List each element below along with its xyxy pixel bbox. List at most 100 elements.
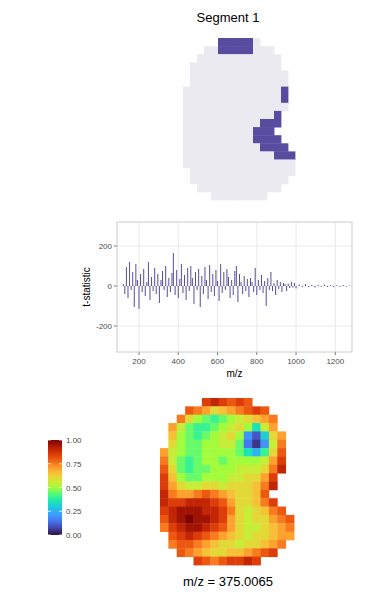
ion-cell bbox=[244, 523, 253, 532]
spectrum-peak bbox=[247, 279, 248, 286]
segment-cell bbox=[204, 87, 211, 96]
segment-map bbox=[183, 38, 295, 200]
ion-cell bbox=[269, 515, 278, 524]
segment-cell bbox=[204, 95, 211, 104]
segment-cell bbox=[232, 95, 239, 104]
segment-cell bbox=[253, 111, 260, 120]
ion-cell bbox=[277, 515, 286, 524]
segment-cell bbox=[246, 192, 253, 201]
ion-cell bbox=[244, 440, 253, 449]
spectrum-peak bbox=[280, 282, 281, 286]
spectrum-peak bbox=[237, 286, 238, 302]
x-tick-label: 400 bbox=[172, 357, 186, 366]
spectrum-peak bbox=[131, 286, 132, 290]
ion-cell bbox=[227, 473, 236, 482]
segment-cell bbox=[190, 70, 197, 79]
ion-cell bbox=[202, 498, 211, 507]
segment-cell bbox=[288, 160, 295, 169]
segment-cell bbox=[197, 143, 204, 152]
segment-cell bbox=[190, 151, 197, 160]
ion-cell bbox=[244, 515, 253, 524]
ion-cell bbox=[168, 465, 177, 474]
spectrum-peak bbox=[151, 277, 152, 286]
ion-cell bbox=[194, 532, 203, 541]
ion-cell bbox=[227, 515, 236, 524]
ion-cell bbox=[252, 448, 261, 457]
segment-cell bbox=[267, 143, 274, 152]
segment-cell bbox=[218, 87, 225, 96]
ion-cell bbox=[261, 532, 270, 541]
y-tick-label: 0 bbox=[108, 282, 113, 291]
ion-cell bbox=[210, 523, 219, 532]
ion-cell bbox=[219, 415, 228, 424]
segment-cell bbox=[197, 111, 204, 120]
segment-cell bbox=[239, 38, 246, 47]
spectrum-peak bbox=[283, 283, 284, 286]
segment-cell bbox=[274, 168, 281, 177]
spectrum-peak bbox=[241, 282, 242, 286]
segment-cell bbox=[190, 168, 197, 177]
segment-cell bbox=[239, 168, 246, 177]
segment-cell bbox=[225, 151, 232, 160]
segment-cell bbox=[260, 127, 267, 136]
ion-cell bbox=[185, 406, 194, 415]
x-tick bbox=[335, 352, 336, 355]
ion-cell bbox=[277, 456, 286, 465]
segment-cell bbox=[204, 70, 211, 79]
segment-cell bbox=[211, 119, 218, 128]
ion-cell bbox=[286, 515, 295, 524]
ion-cell bbox=[269, 507, 278, 516]
spectrum-peak bbox=[184, 275, 185, 286]
spectrum-peak bbox=[252, 282, 253, 286]
segment-cell bbox=[253, 46, 260, 55]
ion-cell bbox=[202, 557, 211, 566]
spectrum-peak bbox=[281, 286, 282, 292]
spectrum bbox=[123, 253, 352, 309]
ion-cell bbox=[244, 415, 253, 424]
segment-cell bbox=[211, 135, 218, 144]
segment-cell bbox=[281, 70, 288, 79]
segment-cell bbox=[260, 184, 267, 193]
ion-cell bbox=[227, 490, 236, 499]
segment-cell bbox=[267, 62, 274, 71]
segment-cell bbox=[267, 127, 274, 136]
x-grid-line bbox=[256, 222, 257, 352]
segment-cell bbox=[225, 46, 232, 55]
spectrum-peak bbox=[215, 270, 216, 286]
ion-cell bbox=[177, 548, 186, 557]
ion-cell bbox=[227, 423, 236, 432]
segment-cell bbox=[225, 135, 232, 144]
x-tick-label: 600 bbox=[211, 357, 225, 366]
spectrum-peak bbox=[167, 286, 168, 297]
spectrum-peak bbox=[137, 280, 138, 286]
spectrum-peak bbox=[168, 278, 169, 286]
segment-cell bbox=[183, 127, 190, 136]
segment-cell bbox=[197, 184, 204, 193]
segment-cell bbox=[239, 79, 246, 88]
spectrum-peak bbox=[308, 286, 309, 287]
segment-cell bbox=[197, 54, 204, 63]
ion-cell bbox=[244, 423, 253, 432]
ion-cell bbox=[202, 540, 211, 549]
colorbar-tick-label: 0.00 bbox=[66, 531, 82, 540]
ion-cell bbox=[185, 415, 194, 424]
ion-cell bbox=[269, 473, 278, 482]
spectrum-peak bbox=[176, 270, 177, 286]
ion-cell bbox=[194, 557, 203, 566]
ion-cell bbox=[227, 431, 236, 440]
segment-cell bbox=[246, 151, 253, 160]
ion-cell bbox=[227, 398, 236, 407]
spectrum-peak bbox=[162, 271, 163, 286]
spectrum-peak bbox=[204, 267, 205, 286]
ion-cell bbox=[210, 431, 219, 440]
segment-cell bbox=[218, 38, 225, 47]
ion-cell bbox=[168, 431, 177, 440]
segment-cell bbox=[274, 151, 281, 160]
segment-cell bbox=[204, 62, 211, 71]
segment-cell bbox=[211, 111, 218, 120]
ion-cell bbox=[277, 440, 286, 449]
ion-cell bbox=[194, 465, 203, 474]
segment-cell bbox=[218, 160, 225, 169]
ion-cell bbox=[194, 548, 203, 557]
ion-cell bbox=[261, 548, 270, 557]
